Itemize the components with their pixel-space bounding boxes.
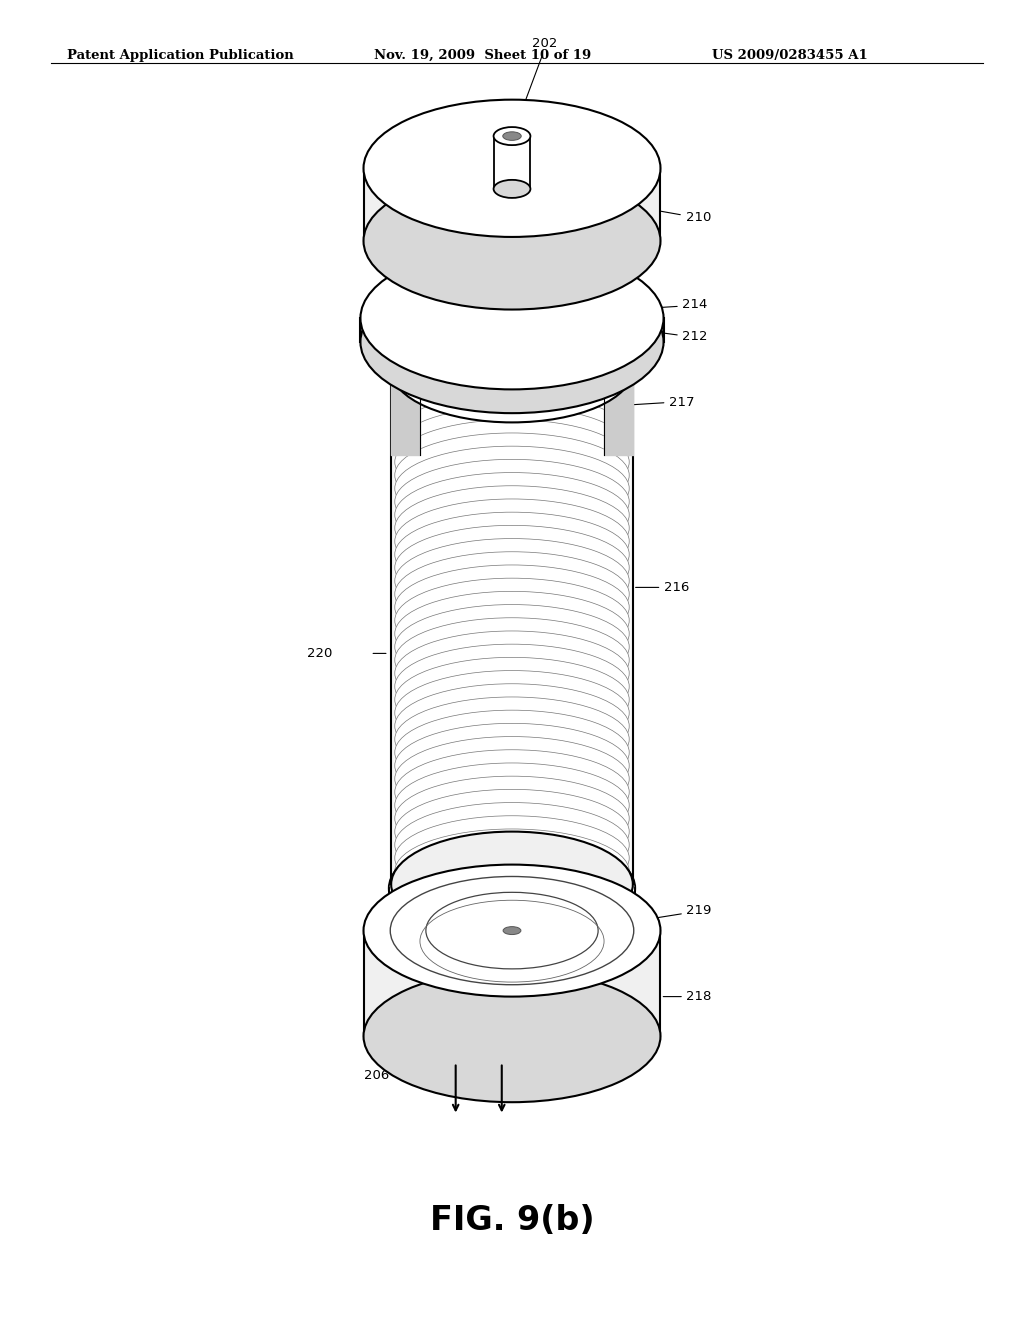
Ellipse shape bbox=[395, 539, 629, 623]
Ellipse shape bbox=[360, 271, 664, 413]
Ellipse shape bbox=[395, 446, 629, 531]
Ellipse shape bbox=[395, 565, 629, 649]
Ellipse shape bbox=[360, 247, 664, 389]
Ellipse shape bbox=[395, 803, 629, 887]
Text: FIG. 9(b): FIG. 9(b) bbox=[430, 1204, 594, 1238]
Text: 219: 219 bbox=[686, 904, 712, 917]
Ellipse shape bbox=[395, 697, 629, 781]
Ellipse shape bbox=[364, 100, 660, 238]
FancyBboxPatch shape bbox=[360, 318, 664, 342]
Ellipse shape bbox=[395, 710, 629, 795]
Ellipse shape bbox=[395, 354, 629, 438]
Ellipse shape bbox=[395, 407, 629, 491]
Ellipse shape bbox=[395, 723, 629, 808]
Ellipse shape bbox=[494, 180, 530, 198]
Ellipse shape bbox=[395, 380, 629, 465]
Text: 220: 220 bbox=[307, 647, 333, 660]
Ellipse shape bbox=[395, 750, 629, 834]
Ellipse shape bbox=[395, 552, 629, 636]
Text: Patent Application Publication: Patent Application Publication bbox=[67, 49, 293, 62]
FancyBboxPatch shape bbox=[364, 169, 660, 242]
Ellipse shape bbox=[395, 605, 629, 689]
Ellipse shape bbox=[395, 420, 629, 504]
Ellipse shape bbox=[395, 433, 629, 517]
Ellipse shape bbox=[395, 763, 629, 847]
Text: 212: 212 bbox=[682, 330, 708, 343]
Text: 217: 217 bbox=[669, 396, 694, 409]
Ellipse shape bbox=[395, 486, 629, 570]
Text: Nov. 19, 2009  Sheet 10 of 19: Nov. 19, 2009 Sheet 10 of 19 bbox=[374, 49, 591, 62]
Text: 210: 210 bbox=[686, 211, 712, 224]
Ellipse shape bbox=[395, 473, 629, 557]
Ellipse shape bbox=[364, 172, 660, 310]
Ellipse shape bbox=[395, 829, 629, 913]
Ellipse shape bbox=[395, 789, 629, 874]
Ellipse shape bbox=[395, 737, 629, 821]
Text: US 2009/0283455 A1: US 2009/0283455 A1 bbox=[712, 49, 867, 62]
Text: 202: 202 bbox=[532, 37, 558, 50]
Ellipse shape bbox=[395, 631, 629, 715]
Ellipse shape bbox=[395, 525, 629, 610]
Ellipse shape bbox=[395, 776, 629, 861]
Ellipse shape bbox=[391, 317, 633, 422]
Ellipse shape bbox=[395, 591, 629, 676]
Ellipse shape bbox=[503, 927, 521, 935]
Ellipse shape bbox=[395, 459, 629, 544]
Ellipse shape bbox=[395, 341, 629, 425]
Ellipse shape bbox=[503, 132, 521, 140]
FancyBboxPatch shape bbox=[494, 136, 530, 189]
Text: 206: 206 bbox=[364, 1069, 389, 1082]
Ellipse shape bbox=[395, 393, 629, 478]
Ellipse shape bbox=[395, 684, 629, 768]
Ellipse shape bbox=[395, 657, 629, 742]
Ellipse shape bbox=[395, 578, 629, 663]
Ellipse shape bbox=[395, 618, 629, 702]
Ellipse shape bbox=[395, 816, 629, 900]
Ellipse shape bbox=[391, 832, 633, 937]
Text: 216: 216 bbox=[664, 581, 689, 594]
Text: 214: 214 bbox=[682, 298, 708, 312]
Ellipse shape bbox=[395, 671, 629, 755]
Text: 204: 204 bbox=[507, 1082, 532, 1096]
Ellipse shape bbox=[395, 499, 629, 583]
Ellipse shape bbox=[364, 865, 660, 997]
Ellipse shape bbox=[395, 644, 629, 729]
Ellipse shape bbox=[395, 512, 629, 597]
FancyBboxPatch shape bbox=[364, 931, 660, 1036]
Ellipse shape bbox=[395, 367, 629, 451]
Ellipse shape bbox=[364, 970, 660, 1102]
Ellipse shape bbox=[494, 127, 530, 145]
Text: 218: 218 bbox=[686, 990, 712, 1003]
